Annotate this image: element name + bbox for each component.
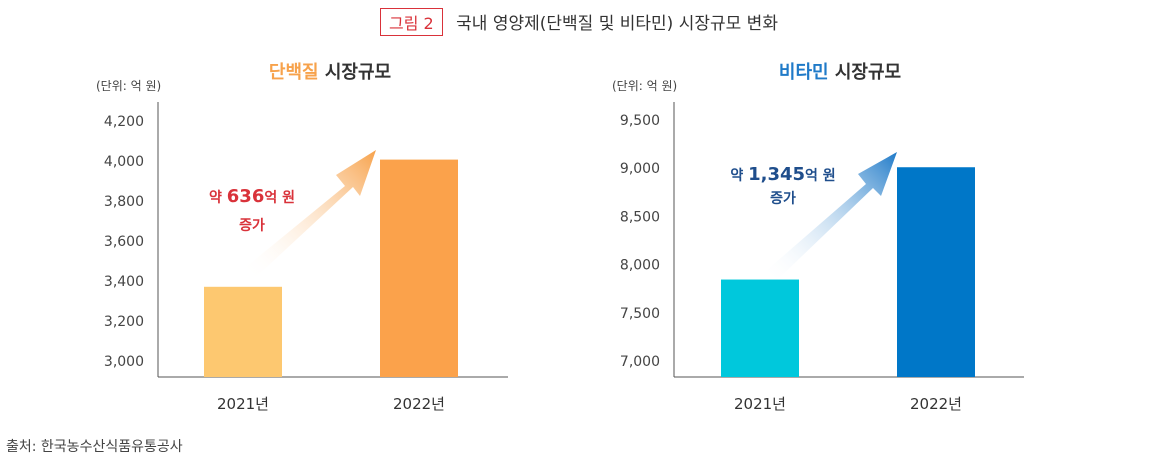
x-tick-label: 2022년 (910, 395, 962, 413)
figure-title: 그림 2 국내 영양제(단백질 및 비타민) 시장규모 변화 (0, 8, 1158, 36)
increase-annotation: 약 1,345억 원 (730, 164, 835, 185)
chart-title-highlight: 비타민 (779, 62, 829, 83)
annotation-suffix: 억 원 (805, 168, 836, 184)
x-tick-label: 2021년 (734, 395, 786, 413)
annotation-value: 1,345 (748, 164, 805, 185)
unit-label: (단위: 억 원) (96, 79, 161, 93)
bar-2022년 (897, 167, 975, 377)
chart-title: 비타민 시장규모 (779, 62, 901, 83)
chart-title-rest: 시장규모 (319, 62, 392, 83)
chart-title: 단백질 시장규모 (269, 62, 391, 83)
protein-market-chart: 단백질 시장규모 (단위: 억 원) 3,000 3,200 3,400 3,600 3… (96, 62, 508, 413)
y-tick-label: 3,400 (104, 274, 144, 290)
bar-2021년 (721, 279, 799, 377)
y-tick-label: 4,200 (104, 114, 144, 130)
figure-label: 그림 2 (380, 8, 443, 36)
y-tick-label: 3,200 (104, 314, 144, 330)
increase-arrow (767, 152, 897, 280)
source-note: 출처: 한국농수산식품유통공사 (6, 439, 183, 455)
annotation-value: 636 (227, 186, 265, 207)
y-tick-label: 7,000 (620, 354, 660, 370)
y-tick-label: 8,000 (620, 258, 660, 274)
annotation-prefix: 약 (209, 189, 227, 206)
y-tick-label: 4,000 (104, 154, 144, 170)
unit-label: (단위: 억 원) (612, 79, 677, 93)
annotation-prefix: 약 (730, 167, 748, 184)
y-tick-label: 3,000 (104, 354, 144, 370)
y-tick-label: 3,800 (104, 194, 144, 210)
x-tick-label: 2022년 (393, 395, 445, 413)
figure-title-text: 국내 영양제(단백질 및 비타민) 시장규모 변화 (456, 14, 778, 34)
increase-annotation: 약 636억 원 (209, 186, 295, 207)
x-tick-label: 2021년 (217, 395, 269, 413)
y-tick-label: 8,500 (620, 209, 660, 225)
chart-title-highlight: 단백질 (269, 62, 319, 83)
bar-2022년 (380, 159, 458, 377)
y-tick-label: 9,000 (620, 161, 660, 177)
chart-title-rest: 시장규모 (829, 62, 902, 83)
annotation-suffix: 억 원 (264, 190, 295, 206)
y-tick-label: 9,500 (620, 113, 660, 129)
y-tick-label: 3,600 (104, 234, 144, 250)
bar-2021년 (204, 286, 282, 377)
increase-arrow (246, 150, 376, 277)
vitamin-market-chart: 비타민 시장규모 (단위: 억 원) 7,000 7,500 8,000 8,500 9… (612, 62, 1024, 413)
increase-annotation-line2: 증가 (239, 218, 265, 234)
increase-annotation-line2: 증가 (770, 191, 796, 207)
y-tick-label: 7,500 (620, 306, 660, 322)
